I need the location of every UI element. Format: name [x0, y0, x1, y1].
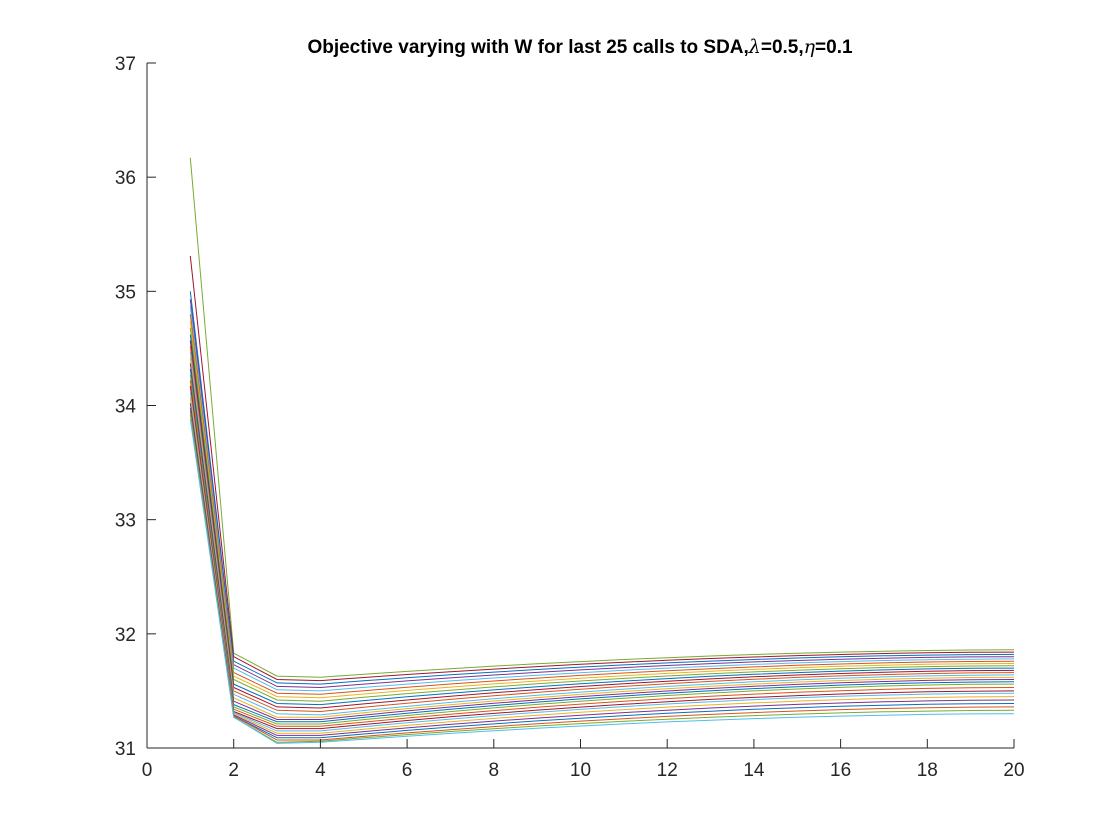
series-group	[189, 157, 1015, 744]
series-line-11	[189, 346, 1015, 713]
x-tick-label: 20	[1003, 760, 1024, 781]
y-tick-label: 31	[115, 739, 136, 760]
y-tick-label: 37	[115, 54, 136, 75]
chart-title: Objective varying with W for last 25 cal…	[307, 36, 853, 58]
series-line-6	[189, 314, 1015, 695]
y-tick-label: 35	[115, 282, 136, 303]
x-tick-label: 12	[657, 760, 678, 781]
series-line-18	[189, 386, 1015, 730]
series-line-7	[189, 320, 1015, 699]
y-ticks: 31 32 33 34 35 36 37	[115, 54, 156, 760]
y-tick-label: 32	[115, 625, 136, 646]
y-tick-label: 36	[115, 168, 136, 189]
x-tick-label: 10	[570, 760, 591, 781]
x-ticks: 0 2 4 6 8 10 12 14 16 18 20	[142, 739, 1025, 781]
x-tick-label: 4	[315, 760, 326, 781]
x-tick-label: 8	[489, 760, 500, 781]
series-line-25	[189, 419, 1015, 744]
series-line-21	[189, 403, 1015, 736]
title-text: Objective varying with W for last 25 cal…	[307, 37, 748, 58]
series-line-19	[189, 391, 1015, 732]
x-tick-label: 0	[142, 760, 153, 781]
series-line-14	[189, 363, 1015, 720]
series-line-10	[189, 340, 1015, 709]
title-lambda-symbol: λ	[748, 36, 761, 58]
series-line-8	[189, 327, 1015, 702]
series-line-20	[189, 397, 1015, 734]
series-line-13	[189, 357, 1015, 718]
x-tick-label: 6	[402, 760, 413, 781]
title-lambda-value: =0.5,	[761, 37, 804, 58]
axes	[146, 63, 1014, 749]
x-tick-label: 14	[743, 760, 765, 781]
y-tick-label: 34	[115, 397, 137, 418]
series-line-5	[189, 306, 1015, 692]
series-line-15	[189, 368, 1015, 723]
series-line-9	[189, 334, 1015, 706]
series-line-24	[189, 414, 1015, 743]
x-tick-label: 2	[228, 760, 239, 781]
series-line-1	[189, 157, 1015, 678]
series-line-22	[189, 407, 1015, 739]
x-tick-label: 16	[830, 760, 851, 781]
y-tick-label: 33	[115, 511, 136, 532]
series-line-16	[189, 374, 1015, 725]
series-line-12	[189, 351, 1015, 716]
x-tick-label: 18	[917, 760, 938, 781]
series-line-2	[189, 255, 1015, 682]
series-line-17	[189, 380, 1015, 727]
series-line-23	[189, 411, 1015, 741]
series-line-3	[189, 291, 1015, 685]
series-line-4	[189, 299, 1015, 689]
title-eta-symbol: η	[804, 36, 816, 58]
title-eta-value: =0.1	[815, 37, 853, 58]
